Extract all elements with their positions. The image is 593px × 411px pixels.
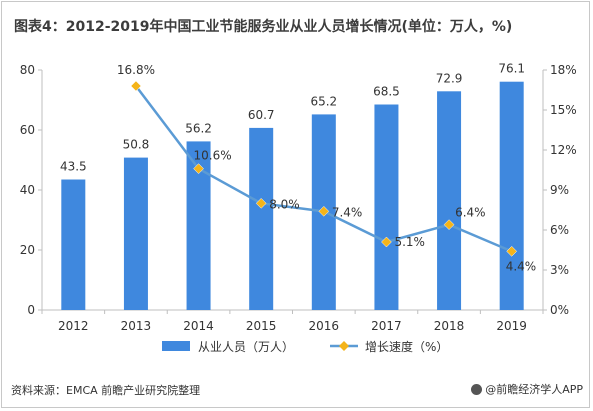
growth-marker (443, 219, 455, 231)
growth-marker (318, 205, 330, 217)
growth-data-label: 10.6% (194, 149, 232, 163)
growth-marker (255, 197, 267, 209)
brand-text: @前瞻经济学人APP (485, 383, 583, 396)
growth-data-label: 8.0% (269, 197, 300, 211)
x-tick-label: 2015 (246, 319, 277, 333)
bar (61, 179, 86, 310)
growth-data-label: 6.4% (455, 206, 486, 220)
x-tick-label: 2013 (121, 319, 152, 333)
growth-data-label: 5.1% (394, 235, 425, 249)
x-tick-label: 2016 (309, 319, 340, 333)
right-tick-label: 0% (550, 303, 569, 317)
bar-data-label: 43.5 (60, 160, 87, 174)
legend-bar-swatch (162, 341, 190, 351)
growth-data-label: 4.4% (506, 259, 537, 273)
growth-marker (381, 236, 392, 248)
right-tick-label: 12% (550, 143, 577, 157)
brand-credit: @前瞻经济学人APP (471, 381, 583, 397)
bar-data-label: 50.8 (123, 138, 150, 152)
left-tick-label: 80 (20, 63, 35, 77)
growth-marker (193, 163, 204, 175)
bar (437, 91, 462, 310)
bar (249, 127, 274, 311)
source-note: 资料来源：EMCA 前瞻产业研究院整理 (11, 384, 201, 397)
right-tick-label: 3% (550, 263, 569, 277)
x-tick-label: 2019 (496, 319, 527, 333)
left-tick-label: 60 (20, 123, 35, 137)
chart-title: 图表4：2012-2019年中国工业节能服务业从业人员增长情况(单位：万人，%) (14, 19, 513, 35)
growth-marker (130, 80, 142, 92)
right-tick-label: 9% (550, 183, 569, 197)
bar-data-label: 68.5 (373, 85, 400, 99)
growth-data-label: 7.4% (332, 205, 363, 219)
left-tick-label: 20 (20, 243, 35, 257)
right-tick-label: 18% (550, 63, 577, 77)
bar (499, 81, 524, 310)
left-tick-label: 40 (20, 183, 35, 197)
x-tick-label: 2017 (371, 319, 402, 333)
bar-data-label: 65.2 (310, 94, 337, 108)
bar-data-label: 76.1 (498, 62, 525, 76)
left-tick-label: 0 (27, 303, 35, 317)
x-tick-label: 2012 (58, 319, 89, 333)
bar-data-label: 56.2 (185, 121, 212, 135)
bar-data-label: 72.9 (436, 71, 463, 85)
bar-data-label: 60.7 (248, 108, 275, 122)
legend-line-label: 增长速度（%） (365, 339, 448, 354)
legend-line-marker (339, 341, 349, 351)
right-tick-label: 6% (550, 223, 569, 237)
growth-marker (506, 245, 518, 257)
x-tick-label: 2018 (434, 319, 465, 333)
right-tick-label: 15% (550, 103, 577, 117)
brand-logo-icon (471, 383, 483, 395)
growth-data-label: 16.8% (117, 63, 155, 77)
bar (123, 157, 148, 310)
x-tick-label: 2014 (183, 319, 214, 333)
legend-bar-label: 从业人员（万人） (198, 340, 294, 354)
bar (374, 104, 399, 310)
